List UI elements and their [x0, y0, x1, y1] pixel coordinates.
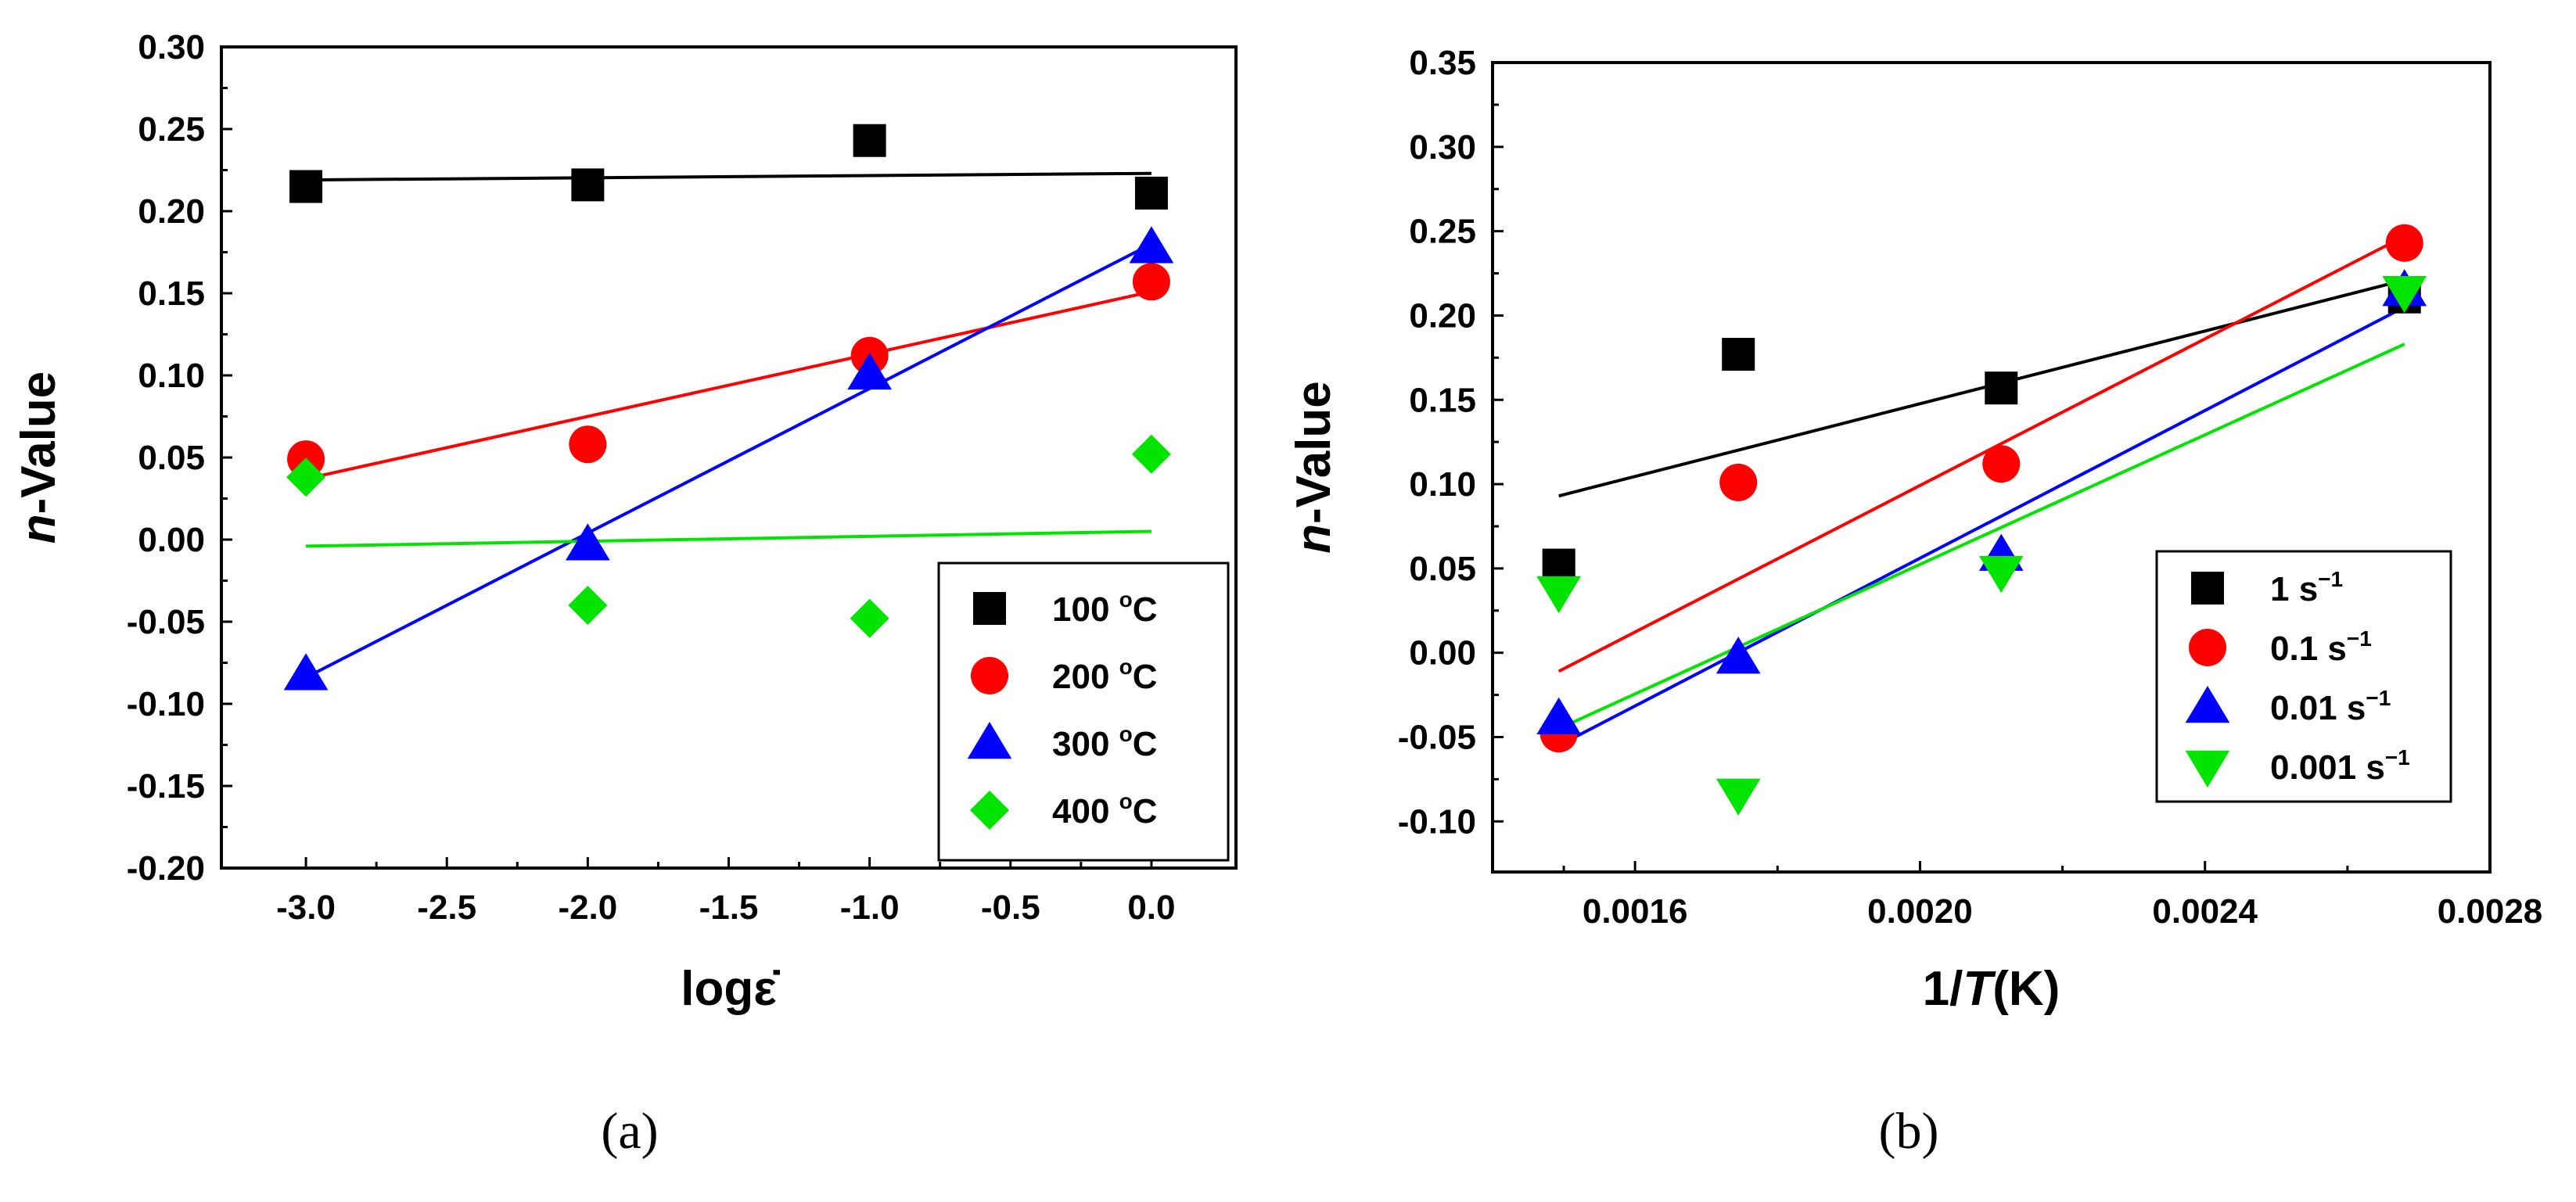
data-point: [283, 653, 329, 691]
data-point: [1985, 371, 2018, 405]
y-tick-label: -0.10: [1398, 802, 1476, 841]
data-point: [1536, 576, 1582, 614]
y-tick-label: -0.10: [127, 685, 205, 723]
data-point: [289, 170, 323, 203]
y-tick-label: -0.05: [127, 603, 205, 641]
data-point: [569, 425, 607, 464]
legend-label: 0.01 s−1: [2270, 686, 2391, 727]
data-point: [571, 168, 605, 202]
data-point: [566, 523, 610, 561]
panel-label: (b): [1879, 1103, 1939, 1160]
legend-marker: [2185, 750, 2230, 788]
y-tick-label: 0.15: [1409, 381, 1476, 419]
data-point: [1129, 226, 1174, 264]
y-tick-label: 0.20: [138, 192, 205, 231]
fit-line: [1557, 305, 2405, 748]
data-point: [1982, 445, 2021, 483]
y-tick-label: 0.00: [1409, 634, 1476, 673]
x-tick-label: -1.0: [840, 888, 900, 927]
x-tick-label: 0.0028: [2438, 892, 2543, 931]
fit-line: [305, 289, 1152, 481]
x-tick-label: 0.0024: [2152, 892, 2258, 931]
fit-line: [306, 171, 1151, 182]
y-tick-label: 0.25: [138, 110, 205, 149]
data-point: [1536, 697, 1582, 735]
legend-marker: [970, 791, 1009, 830]
x-tick-label: -2.5: [417, 888, 476, 927]
x-tick-label: -0.5: [981, 888, 1040, 927]
y-tick-label: -0.20: [127, 849, 205, 888]
legend-marker: [2185, 686, 2230, 723]
data-point: [1542, 548, 1575, 582]
x-tick-label: 0.0020: [1867, 892, 1973, 931]
x-tick-label: -3.0: [276, 888, 336, 927]
fit-line: [1558, 278, 2405, 498]
x-tick-label: 0.0: [1127, 888, 1175, 927]
panel-a-chart: -0.20 -0.15 -0.10 -0.05 0.00 0.05 0.10 0.15 0.20…: [12, 28, 1238, 1160]
x-axis-label: 1/T(K): [1923, 962, 2060, 1016]
data-point: [850, 598, 889, 638]
y-tick-label: 0.10: [138, 357, 205, 395]
x-tick-label: 0.0016: [1583, 892, 1688, 931]
fit-line: [1557, 343, 2405, 730]
panel-b-chart: -0.10 -0.05 0.00 0.05 0.10 0.15 0.20 0.25 0.30 0.…: [1287, 44, 2542, 1160]
legend-label: 300 oC: [1052, 722, 1158, 763]
x-tick-label: -1.5: [699, 888, 759, 927]
data-point: [1978, 555, 2024, 594]
y-tick-label: 0.15: [138, 274, 205, 313]
y-tick-label: 0.00: [138, 521, 205, 559]
y-tick-label: 0.10: [1409, 465, 1476, 504]
data-point: [853, 124, 886, 157]
legend-label: 400 oC: [1052, 789, 1158, 831]
y-tick-label: 0.35: [1409, 44, 1476, 82]
y-tick-label: 0.30: [1409, 128, 1476, 167]
x-axis-label: logε̇: [681, 962, 780, 1016]
legend-marker: [973, 592, 1006, 625]
data-point: [2382, 276, 2427, 314]
data-point: [1134, 176, 1168, 210]
data-point: [568, 586, 608, 625]
legend-label: 0.001 s−1: [2270, 745, 2410, 787]
y-tick-label: 0.30: [138, 28, 205, 66]
data-point: [1716, 637, 1761, 674]
legend-label: 100 oC: [1052, 587, 1158, 629]
data-point: [2385, 224, 2423, 262]
y-tick-label: 0.05: [1409, 550, 1476, 588]
data-point: [1132, 263, 1170, 301]
data-point: [1716, 778, 1761, 816]
legend-marker: [2191, 572, 2224, 605]
legend-label: 1 s−1: [2270, 567, 2343, 608]
legend-label: 200 oC: [1052, 655, 1158, 696]
legend-label: 0.1 s−1: [2270, 626, 2372, 668]
y-tick-label: 0.25: [1409, 213, 1476, 251]
data-point: [1131, 434, 1171, 474]
legend-marker: [967, 722, 1012, 759]
y-axis-label: n-Value: [1287, 381, 1341, 554]
x-tick-label: -2.0: [558, 888, 617, 927]
data-point: [847, 352, 892, 390]
legend-marker: [971, 657, 1008, 694]
data-point: [1719, 463, 1758, 501]
y-tick-label: 0.05: [138, 439, 205, 477]
data-point: [1722, 338, 1755, 371]
fit-line: [305, 242, 1152, 680]
y-tick-label: -0.15: [127, 767, 205, 806]
y-tick-label: 0.20: [1409, 296, 1476, 335]
plot-frame: [1491, 61, 2492, 874]
panel-label: (a): [601, 1103, 658, 1160]
y-tick-label: -0.05: [1398, 719, 1476, 757]
fit-line: [306, 529, 1151, 548]
fit-line: [1557, 235, 2405, 673]
data-point: [286, 457, 326, 497]
y-axis-label: n-Value: [12, 371, 66, 544]
legend-marker: [2189, 629, 2226, 666]
